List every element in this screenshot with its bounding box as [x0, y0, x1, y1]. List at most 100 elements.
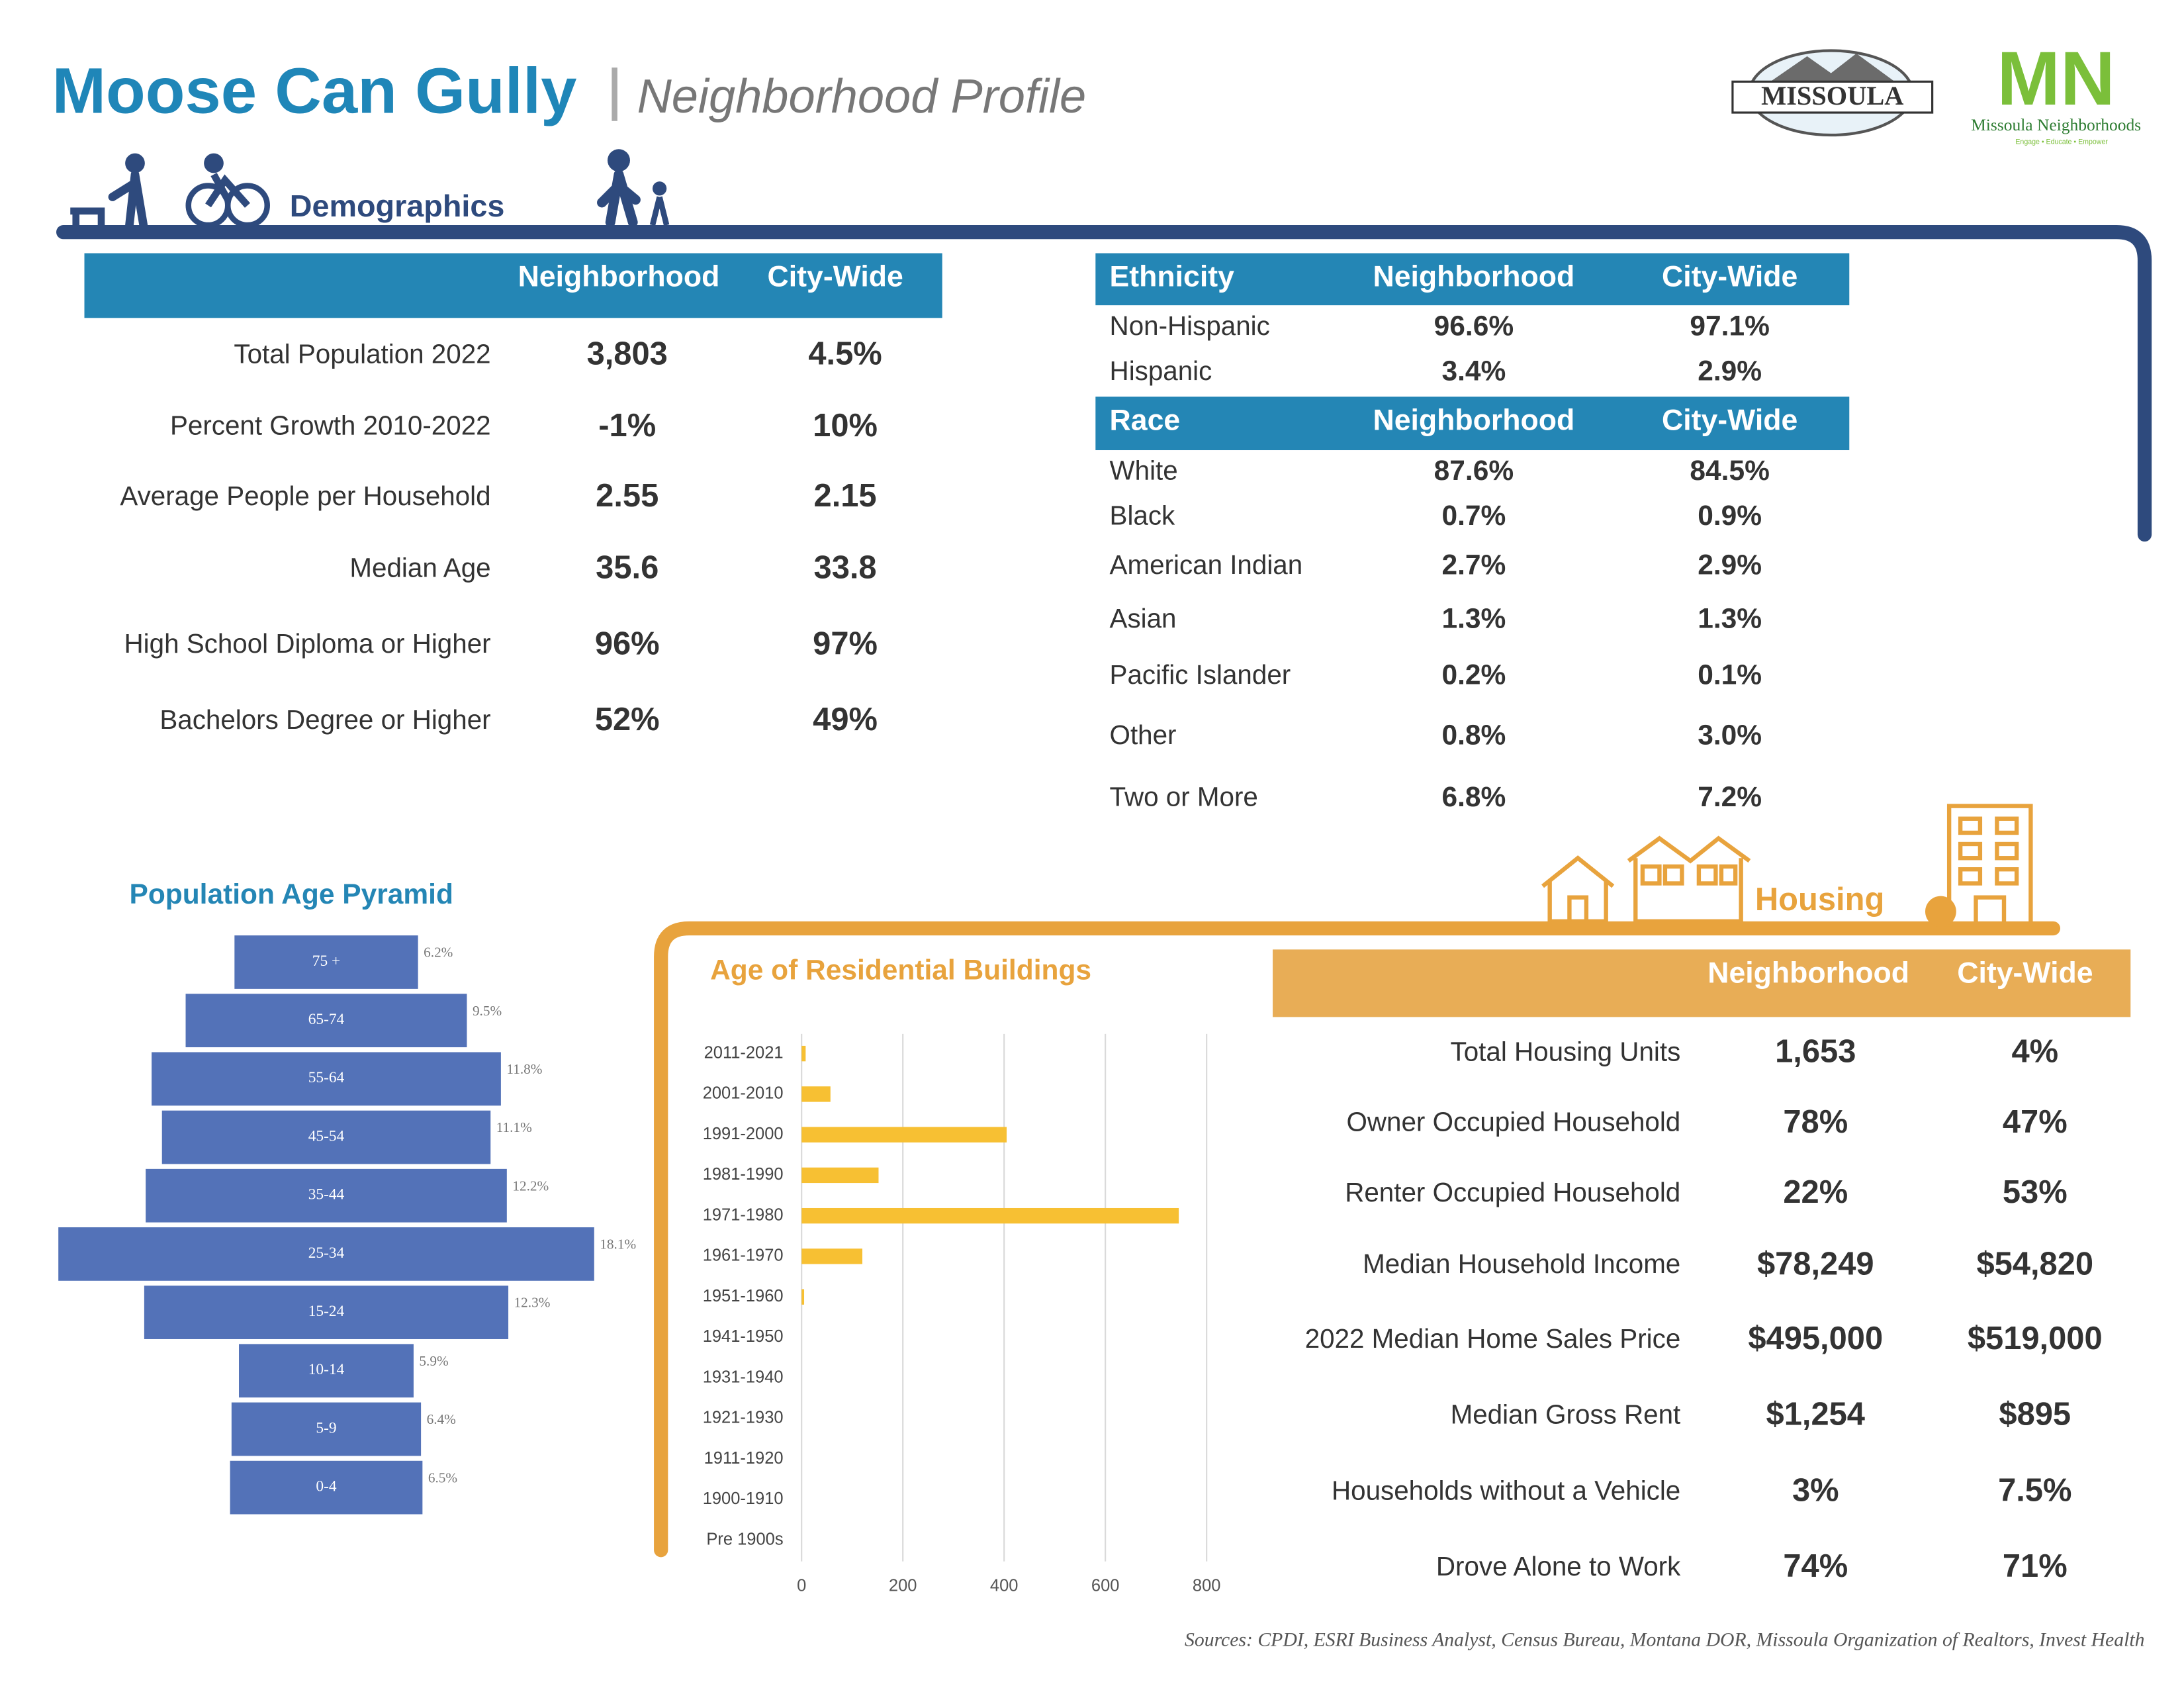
neighborhoods-name: Missoula Neighborhoods	[1971, 115, 2141, 134]
value-label: 18.1%	[600, 1237, 636, 1252]
row-label: Owner Occupied Household	[1346, 1107, 1680, 1137]
bar	[801, 1086, 831, 1102]
neighborhoods-tagline: Engage • Educate • Empower	[2015, 138, 2108, 146]
cell-value: 0.9%	[1698, 500, 1762, 532]
value-label: 6.4%	[427, 1411, 456, 1427]
housing-line	[654, 921, 2061, 1558]
x-tick-label: 400	[990, 1577, 1019, 1595]
city-logo-text: MISSOULA	[1761, 81, 1903, 111]
race-header-bar	[1095, 397, 1850, 451]
row-label: Non-Hispanic	[1110, 310, 1270, 341]
row-label: Hispanic	[1110, 355, 1212, 386]
pyramid-bar	[58, 1227, 594, 1281]
cell-value: 71%	[2003, 1548, 2068, 1584]
cell-value: $54,820	[1976, 1246, 2093, 1282]
title: Moose Can Gully	[52, 54, 577, 126]
column-header: City-Wide	[1957, 957, 2093, 989]
row-label: Households without a Vehicle	[1332, 1475, 1680, 1505]
cell-value: 2.9%	[1698, 355, 1762, 387]
row-label: American Indian	[1110, 549, 1303, 580]
demographics-heading: Demographics	[290, 189, 505, 223]
row-label: High School Diploma or Higher	[124, 628, 491, 659]
category-label: 1991-2000	[703, 1125, 784, 1143]
category-label: 1961-1970	[703, 1246, 784, 1265]
cell-value: $495,000	[1748, 1321, 1883, 1356]
subtitle: Neighborhood Profile	[637, 70, 1087, 123]
pyramid-bar	[239, 1344, 414, 1398]
cell-value: 1.3%	[1441, 603, 1506, 634]
bar	[801, 1289, 805, 1305]
bar	[801, 1045, 806, 1062]
chart-title: Age of Residential Buildings	[710, 955, 1091, 986]
category-label: 1911-1920	[704, 1449, 784, 1468]
cell-value: 0.8%	[1441, 720, 1506, 751]
demographics-header-bar	[84, 253, 942, 318]
cell-value: 3.0%	[1698, 720, 1762, 751]
bar	[801, 1127, 1007, 1143]
row-label: Two or More	[1110, 782, 1258, 812]
category-label: 5-9	[316, 1419, 336, 1436]
cell-value: 35.6	[596, 550, 659, 586]
row-label: Other	[1110, 720, 1177, 750]
cell-value: 47%	[2003, 1104, 2068, 1140]
row-label: White	[1110, 455, 1178, 486]
category-label: 2001-2010	[703, 1084, 784, 1103]
category-label: 75 +	[312, 953, 340, 970]
x-tick-label: 0	[797, 1577, 806, 1595]
pyramid-bar	[185, 994, 467, 1048]
bar	[801, 1167, 879, 1184]
cell-value: 4%	[2011, 1034, 2058, 1070]
tree-icon	[1925, 896, 1956, 927]
cell-value: 97%	[813, 626, 878, 661]
value-label: 11.1%	[496, 1119, 532, 1135]
row-label: Renter Occupied Household	[1345, 1177, 1680, 1207]
category-label: 1951-1960	[703, 1287, 784, 1305]
column-header: Race	[1110, 404, 1181, 436]
cell-value: 0.1%	[1698, 659, 1762, 690]
cell-value: 84.5%	[1690, 455, 1769, 487]
cell-value: 49%	[813, 702, 878, 737]
column-header: Neighborhood	[1707, 957, 1909, 989]
cell-value: $895	[1999, 1397, 2071, 1432]
cell-value: 96.6%	[1434, 310, 1514, 342]
row-label: Asian	[1110, 603, 1177, 633]
city-logo: MISSOULA	[1731, 49, 1934, 137]
row-label: Bachelors Degree or Higher	[159, 704, 490, 735]
cell-value: 0.7%	[1441, 500, 1506, 532]
row-label: Pacific Islander	[1110, 659, 1291, 690]
cell-value: 7.2%	[1698, 782, 1762, 813]
cell-value: 96%	[595, 626, 660, 661]
housing-header-bar	[1273, 949, 2131, 1017]
column-header: Ethnicity	[1110, 261, 1235, 293]
cell-value: 0.2%	[1441, 659, 1506, 690]
value-label: 9.5%	[473, 1003, 502, 1019]
row-label: Total Population 2022	[234, 338, 490, 369]
category-label: 0-4	[316, 1478, 336, 1495]
cell-value: 3.4%	[1441, 355, 1506, 387]
value-label: 5.9%	[419, 1353, 448, 1369]
pyramid-bar	[230, 1460, 423, 1515]
sources: Sources: CPDI, ESRI Business Analyst, Ce…	[1185, 1629, 2145, 1651]
cell-value: 4.5%	[808, 336, 882, 372]
category-label: Pre 1900s	[706, 1530, 783, 1548]
row-label: Median Age	[349, 552, 490, 583]
cell-value: 2.9%	[1698, 550, 1762, 581]
category-label: 1931-1940	[703, 1368, 784, 1386]
category-label: 1981-1990	[703, 1165, 784, 1184]
pyramid-bar	[144, 1286, 509, 1339]
cell-value: $519,000	[1968, 1321, 2103, 1356]
ethnicity-header-bar	[1095, 253, 1850, 306]
pyramid-bar	[152, 1052, 501, 1106]
housing-icons	[1541, 804, 2033, 927]
row-label: Black	[1110, 500, 1176, 531]
cell-value: 97.1%	[1690, 310, 1769, 342]
category-label: 25-34	[308, 1244, 345, 1262]
cell-value: 74%	[1783, 1548, 1848, 1584]
cell-value: 53%	[2003, 1174, 2068, 1210]
row-label: 2022 Median Home Sales Price	[1305, 1323, 1681, 1354]
cell-value: 2.7%	[1441, 550, 1506, 581]
row-label: Median Gross Rent	[1451, 1399, 1681, 1430]
cell-value: 3,803	[587, 336, 668, 372]
column-header: City-Wide	[1662, 261, 1797, 293]
row-label: Percent Growth 2010-2022	[170, 410, 491, 441]
